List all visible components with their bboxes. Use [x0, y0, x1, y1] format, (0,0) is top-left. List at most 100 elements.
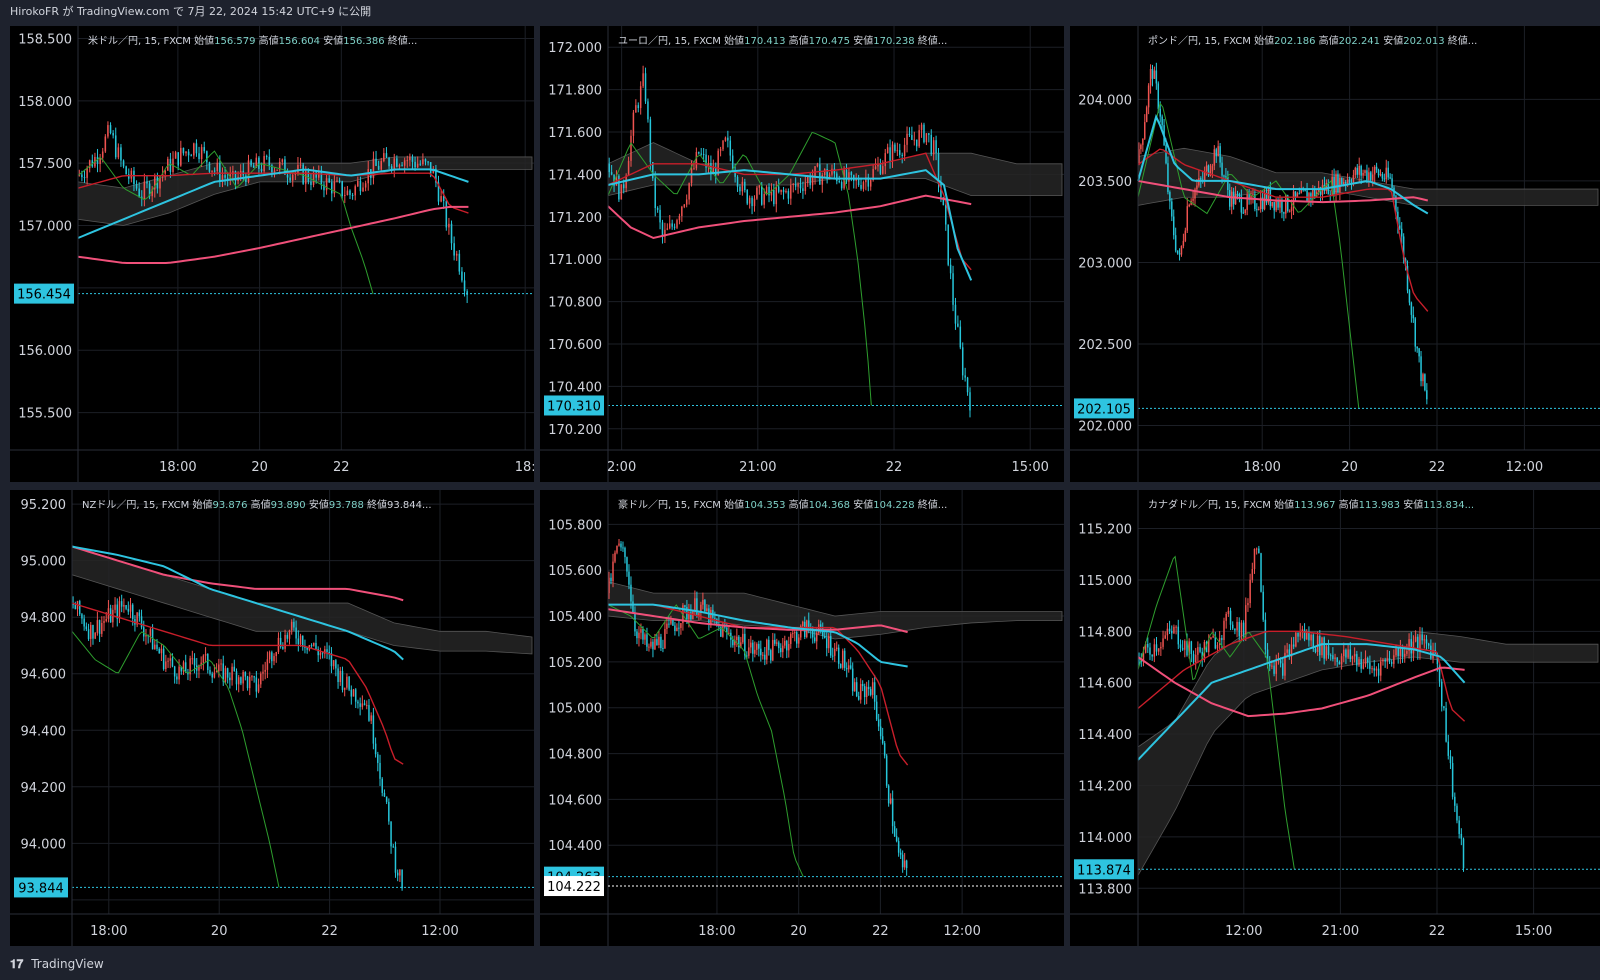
candle — [1390, 659, 1393, 667]
candle — [826, 163, 828, 184]
chart-panel-audjpy[interactable]: 105.800 105.600 105.400 105.200 105.000 104.8… — [540, 490, 1064, 946]
candle — [215, 663, 218, 673]
chart-panel-nzdjpy[interactable]: 95.200 95.000 94.800 94.600 94.400 94.200 94.0… — [10, 490, 534, 946]
candle — [1200, 176, 1202, 188]
candle — [1333, 168, 1335, 197]
legend-high-label: 高値 — [788, 36, 809, 47]
candle — [224, 166, 226, 186]
candle — [276, 169, 278, 171]
candle — [275, 651, 277, 663]
y-tick-label: 155.500 — [18, 407, 72, 422]
x-tick-label: 20 — [790, 924, 807, 939]
chart-panel-usdjpy[interactable]: 158.500 158.000 157.500 157.000 156.000 155.5… — [10, 26, 534, 482]
candle — [206, 150, 208, 170]
legend-low-label: 安値 — [323, 36, 344, 47]
candle — [1391, 173, 1393, 191]
candle — [306, 647, 308, 654]
candle — [877, 713, 880, 731]
candle — [176, 673, 178, 684]
candle — [896, 142, 899, 157]
candle — [1310, 191, 1312, 207]
candle — [1336, 657, 1338, 667]
candle — [630, 576, 632, 609]
candle — [1362, 169, 1364, 179]
candle — [94, 632, 96, 640]
candle — [1190, 640, 1193, 663]
candle — [1325, 644, 1328, 661]
x-tick-label: 22 — [886, 460, 903, 475]
ma-slow-line — [1137, 179, 1429, 204]
candle — [1223, 617, 1225, 648]
candle — [123, 598, 125, 613]
candle — [90, 622, 92, 647]
candle — [730, 629, 732, 648]
candle — [891, 141, 894, 168]
chart-panel-cadjpy[interactable]: 115.200 115.000 114.800 114.600 114.400 114.2… — [1070, 490, 1600, 946]
candle — [346, 673, 348, 690]
candle — [1227, 607, 1230, 617]
candle — [1149, 64, 1152, 94]
candle — [99, 153, 101, 173]
candle — [756, 642, 758, 656]
candle — [776, 638, 778, 647]
candle — [786, 639, 788, 659]
candle — [1316, 631, 1319, 656]
candle — [949, 258, 952, 280]
candle — [899, 848, 902, 859]
candle — [151, 186, 153, 202]
candle — [964, 367, 966, 382]
candle — [86, 165, 88, 185]
ma-fast-line — [1137, 113, 1429, 215]
candle — [1197, 641, 1199, 664]
candle — [450, 220, 453, 250]
candle — [200, 656, 202, 670]
candle — [87, 623, 90, 641]
candle — [422, 153, 424, 166]
candle — [1258, 206, 1260, 211]
legend-high: 113.983 — [1358, 500, 1401, 511]
candle — [264, 661, 266, 680]
candle — [831, 647, 834, 661]
candle — [724, 618, 726, 630]
ma-slow-line — [1137, 656, 1465, 718]
candle — [774, 633, 776, 646]
candle — [332, 660, 335, 670]
candle — [290, 619, 293, 635]
candle — [1386, 649, 1389, 669]
candle — [889, 139, 891, 169]
y-tick-label: 114.400 — [1078, 728, 1132, 743]
candle — [120, 143, 122, 167]
candle — [1265, 187, 1268, 206]
x-tick-label: 18: — [515, 460, 534, 475]
candle — [719, 146, 722, 157]
candle — [1144, 114, 1146, 141]
candle — [829, 627, 832, 658]
candle — [754, 641, 756, 658]
candle — [729, 136, 732, 162]
candle — [891, 790, 894, 834]
legend-high: 202.241 — [1338, 36, 1381, 47]
last-price-badge: 202.105 — [1074, 398, 1134, 419]
candle — [321, 651, 324, 659]
x-tick-label: 22 — [333, 460, 350, 475]
candle — [865, 169, 867, 191]
candle — [1286, 642, 1288, 657]
legend-symbol: ユーロ／円, 15, FXCM — [618, 36, 721, 47]
candle — [642, 65, 644, 89]
candle — [674, 621, 676, 636]
candle — [777, 178, 780, 194]
candle — [702, 592, 704, 610]
candle — [1354, 166, 1357, 179]
candle — [325, 173, 328, 195]
candle — [1334, 653, 1336, 666]
kijun-line — [71, 602, 404, 765]
chart-panel-eurjpy[interactable]: 172.000 171.800 171.600 171.400 171.200 171.0… — [540, 26, 1064, 482]
bid-price-label: 104.222 — [547, 880, 601, 895]
tradingview-footer[interactable]: 𝟏𝟕 TradingView — [0, 948, 1600, 980]
candle — [1449, 750, 1452, 769]
candle — [390, 164, 393, 174]
candle — [1381, 172, 1384, 182]
candle — [258, 156, 260, 175]
candle — [255, 153, 258, 169]
chart-panel-gbpjpy[interactable]: 204.000 203.500 203.000 202.500 202.000 202.1… — [1070, 26, 1600, 482]
